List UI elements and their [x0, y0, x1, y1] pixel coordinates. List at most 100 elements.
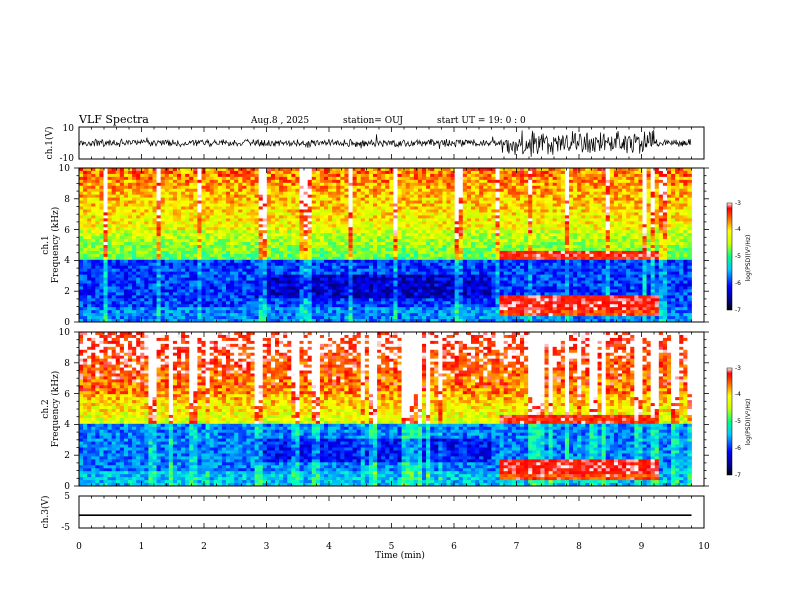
spectrogram-cell	[250, 197, 255, 201]
spectrogram-cell	[336, 245, 341, 249]
spectrogram-cell	[140, 203, 145, 207]
spectrogram-cell	[132, 298, 137, 302]
spectrogram-cell	[213, 247, 219, 252]
spectrogram-cell	[385, 188, 390, 193]
spectrogram-cell	[458, 209, 464, 213]
spectrogram-cell	[364, 307, 370, 311]
spectrogram-cell	[115, 289, 121, 293]
spectrogram-cell	[156, 209, 162, 213]
spectrogram-cell	[197, 182, 202, 187]
spectrogram-cell	[205, 259, 211, 264]
spectrogram-cell	[332, 230, 337, 234]
spectrogram-cell	[413, 230, 419, 234]
spectrogram-cell	[221, 268, 227, 273]
spectrogram-cell	[373, 283, 378, 287]
spectrogram-cell	[91, 200, 96, 204]
spectrogram-cell	[168, 307, 174, 311]
spectrogram-cell	[426, 253, 431, 258]
spectrogram-cell	[340, 262, 345, 267]
spectrogram-cell	[319, 280, 325, 284]
spectrogram-cell	[438, 295, 443, 299]
spectrogram-cell	[107, 197, 113, 201]
spectrogram-cell	[270, 310, 276, 314]
spectrogram-cell	[213, 200, 219, 204]
spectrogram-cell	[226, 307, 231, 311]
spectrogram-cell	[348, 203, 353, 207]
spectrogram-cell	[348, 236, 353, 240]
spectrogram-cell	[262, 182, 268, 187]
spectrogram-cell	[107, 206, 113, 210]
ch1-waveform-line	[78, 129, 692, 157]
spectrogram-cell	[417, 277, 423, 281]
spectrogram-cell	[226, 194, 231, 199]
spectrogram-cell	[299, 197, 304, 201]
spectrogram-cell	[79, 253, 84, 258]
spectrogram-cell	[221, 173, 227, 178]
spectrogram-cell	[230, 286, 235, 290]
spectrogram-cell	[283, 179, 288, 184]
spectrogram-cell	[91, 197, 96, 201]
spectrogram-cell	[426, 283, 431, 287]
spectrogram-cell	[291, 182, 296, 187]
spectrogram-cell	[413, 259, 419, 264]
spectrogram-cell	[401, 215, 407, 219]
spectrogram-cell	[87, 185, 92, 190]
spectrogram-cell	[107, 286, 113, 290]
spectrogram-cell	[319, 200, 325, 204]
spectrogram-cell	[238, 253, 243, 258]
spectrogram-cell	[213, 250, 219, 255]
spectrogram-cell	[197, 185, 202, 190]
ch1-ytick-bottom: -10	[60, 154, 75, 164]
spectrogram-cell	[373, 265, 378, 270]
spectrogram-cell	[462, 274, 468, 278]
spectrogram-cell	[368, 230, 374, 234]
spectrogram-cell	[389, 209, 394, 213]
spectrogram-cell	[275, 227, 280, 231]
spectrogram-cell	[193, 227, 198, 231]
spectrogram-cell	[348, 221, 353, 225]
spectrogram-cell	[193, 212, 198, 216]
spectrogram-cell	[205, 176, 211, 181]
spectrogram-cell	[103, 313, 108, 317]
spectrogram-cell	[356, 224, 362, 228]
spectrogram-cell	[385, 247, 390, 252]
spectrogram-cell	[168, 289, 174, 293]
spectrogram-cell	[352, 185, 358, 190]
spectrogram-cell	[103, 259, 108, 264]
spectrogram-cell	[246, 277, 251, 281]
spectrogram-cell	[172, 256, 178, 261]
spectrogram-cell	[430, 168, 435, 172]
ch1-waveform-ylabel: ch.1(V)	[44, 127, 55, 160]
spectrogram-cell	[397, 170, 402, 175]
spectrogram-cell	[160, 298, 166, 302]
spectrogram-cell	[172, 168, 178, 172]
spectrogram-cell	[266, 242, 272, 246]
spectrogram-cell	[397, 301, 402, 305]
spectrogram-cell	[275, 218, 280, 222]
spectrogram-cell	[242, 280, 247, 284]
spectrogram-cell	[364, 292, 370, 296]
spectrogram-cell	[319, 215, 325, 219]
spectrogram-cell	[238, 224, 243, 228]
spectrogram-cell	[458, 292, 464, 296]
spectrogram-cell	[352, 218, 358, 222]
spectrogram-cell	[266, 298, 272, 302]
spectrogram-cell	[181, 289, 186, 293]
spectrogram-cell	[189, 268, 194, 273]
spectrogram-cell	[442, 316, 447, 320]
spectrogram-cell	[234, 182, 239, 187]
spectrogram-cell	[246, 170, 251, 175]
spectrogram-cell	[119, 233, 125, 237]
spectrogram-cell	[315, 203, 321, 207]
spectrogram-cell	[275, 271, 280, 276]
spectrogram-cell	[422, 259, 427, 264]
spectrogram-cell	[303, 236, 309, 240]
spectrogram-cell	[454, 304, 460, 308]
spectrogram-cell	[205, 307, 211, 311]
spectrogram-cell	[213, 203, 219, 207]
spectrogram-cell	[315, 179, 321, 184]
spectrogram-cell	[299, 277, 304, 281]
spectrogram-cell	[87, 265, 92, 270]
spectrogram-cell	[373, 271, 378, 276]
spectrogram-cell	[275, 298, 280, 302]
